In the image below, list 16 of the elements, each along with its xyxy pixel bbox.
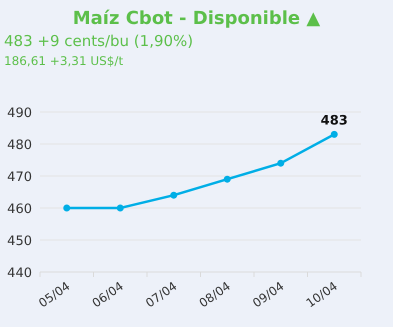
y-tick-label: 490 xyxy=(7,106,32,121)
point xyxy=(330,130,338,138)
annotation: 483 xyxy=(320,113,348,128)
y-tick-label: 470 xyxy=(7,170,32,185)
point xyxy=(63,204,70,212)
y-tick-label: 450 xyxy=(7,234,32,249)
point xyxy=(116,204,124,212)
point xyxy=(170,192,178,199)
y-tick-label: 480 xyxy=(7,138,32,153)
text: 186,61 +3,31 US$/t xyxy=(4,54,124,68)
y-tick-label: 440 xyxy=(7,266,32,281)
chart-title: Maíz Cbot - Disponible ▲ xyxy=(72,8,320,29)
chart-subtitle: 483 +9 cents/bu (1,90%) xyxy=(4,32,194,50)
point xyxy=(277,160,284,167)
y-tick-label: 460 xyxy=(7,202,32,217)
point xyxy=(224,176,231,183)
